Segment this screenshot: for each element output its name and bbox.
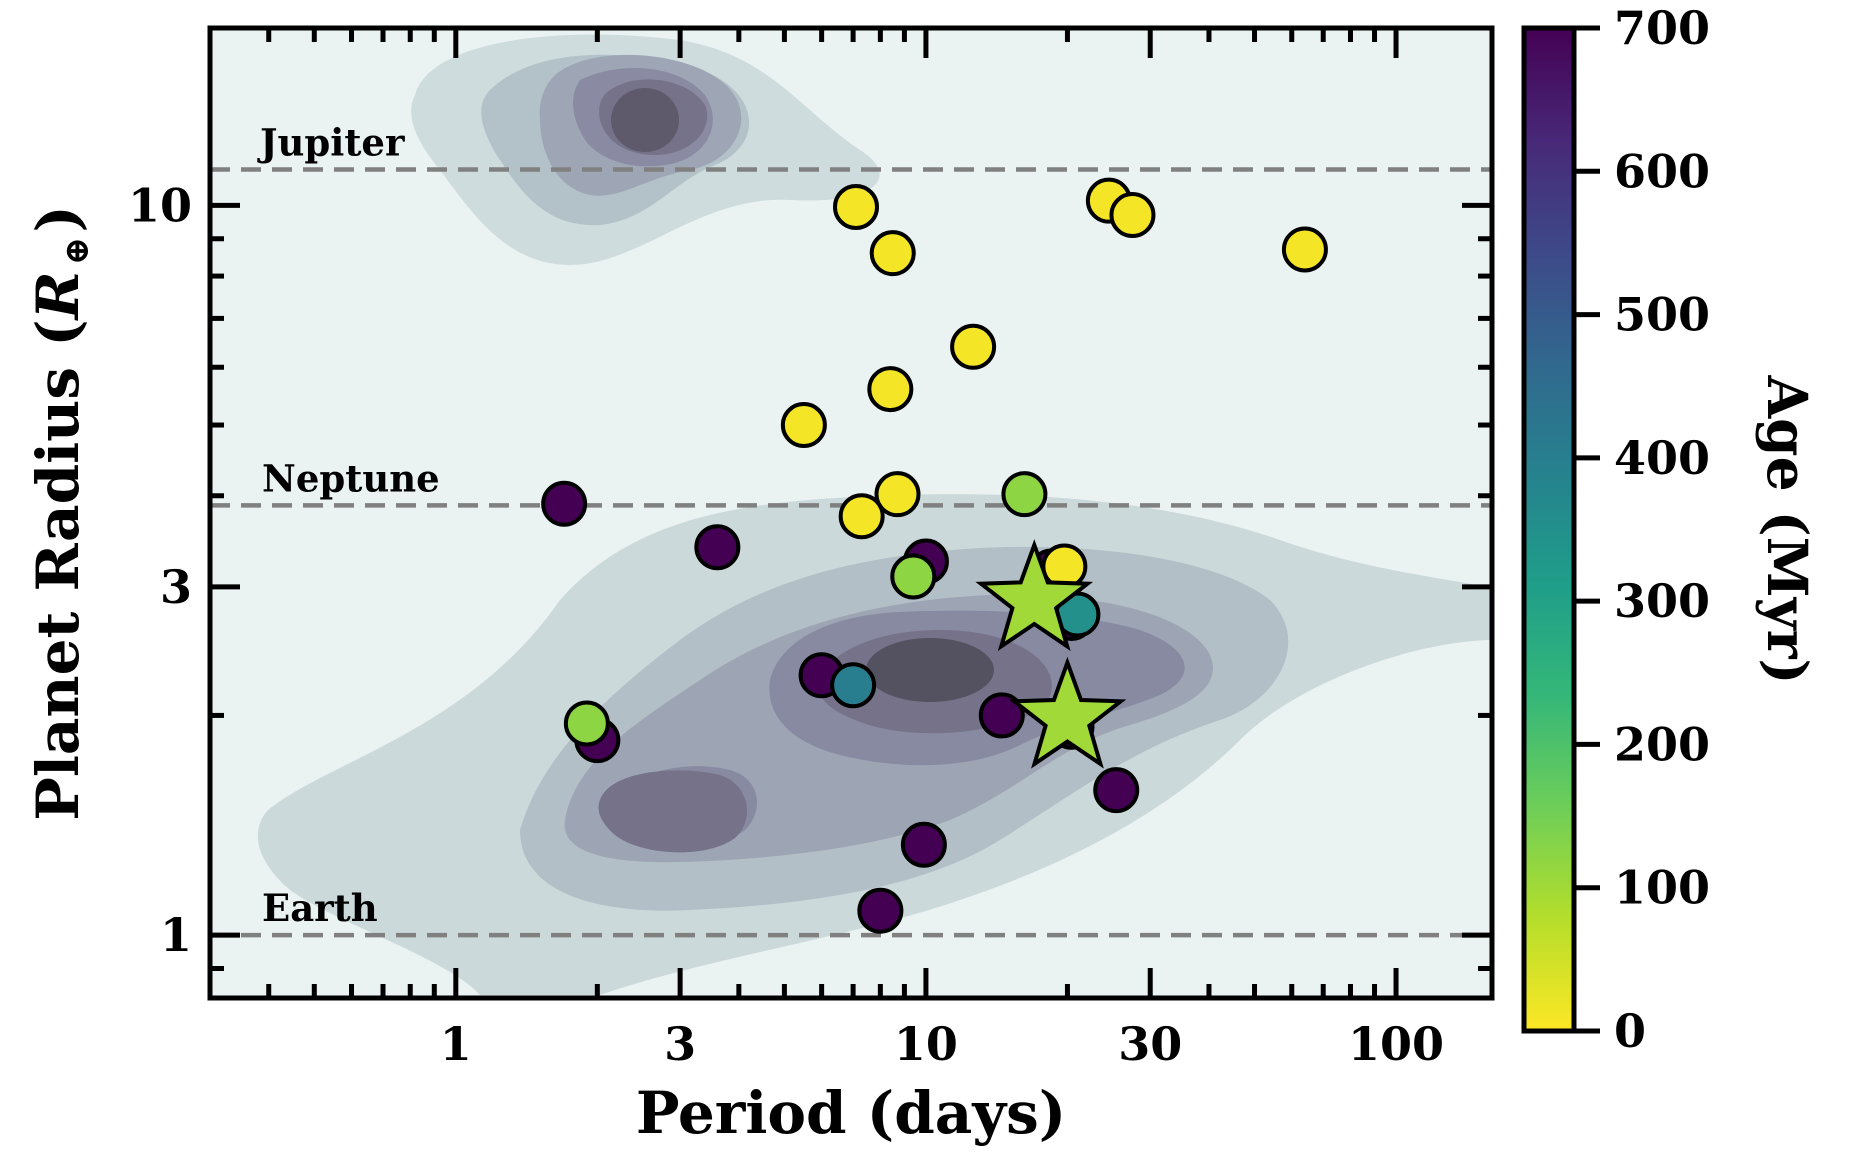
planet-point: [1093, 767, 1140, 814]
colorbar-tick-label: 200: [1614, 717, 1710, 771]
planet-point: [541, 480, 588, 527]
planet-point: [780, 402, 827, 449]
colorbar: 0 100 200 300 400 500 600 700 Age (Myr): [1521, 1, 1820, 1058]
planet-point: [867, 366, 914, 413]
colorbar-ticks: 0 100 200 300 400 500 600 700: [1574, 1, 1710, 1058]
planet-point: [1281, 226, 1328, 273]
tick-labels: 1 3 10 30 100 1 3 10: [128, 178, 1444, 1071]
planet-point: [869, 230, 916, 277]
colorbar-tick-label: 400: [1614, 431, 1710, 485]
x-tick-label: 10: [894, 1017, 958, 1071]
planet-point: [950, 323, 997, 370]
y-tick-label: 1: [160, 908, 192, 962]
planet-point: [1109, 192, 1156, 239]
colorbar-tick-label: 300: [1614, 574, 1710, 628]
y-axis-title: Planet Radius (R⊕): [24, 205, 97, 821]
planet-point: [890, 553, 937, 600]
planet-point: [900, 821, 947, 868]
colorbar-title: Age (Myr): [1755, 374, 1820, 684]
x-axis-title: Period (days): [636, 1079, 1066, 1147]
colorbar-tick-label: 500: [1614, 288, 1710, 342]
planet-point: [978, 692, 1025, 739]
ref-label-neptune: Neptune: [262, 456, 440, 500]
colorbar-tick-label: 700: [1614, 1, 1710, 55]
reference-lines: Jupiter Neptune Earth: [210, 120, 1492, 938]
plot-frame: [207, 25, 1495, 1001]
density-contours: [257, 34, 1492, 995]
planet-point: [694, 524, 741, 571]
colorbar-tick-label: 600: [1614, 144, 1710, 198]
colorbar-tick-label: 0: [1614, 1004, 1646, 1058]
planet-point: [830, 662, 877, 709]
planet-point: [838, 493, 885, 540]
planet-point: [833, 183, 880, 230]
colorbar-gradient: [1524, 28, 1574, 1031]
data-points: [541, 177, 1328, 934]
planet-point: [563, 700, 610, 747]
ref-label-jupiter: Jupiter: [257, 120, 405, 164]
colorbar-frame: [1521, 25, 1577, 1034]
ref-label-earth: Earth: [262, 886, 378, 930]
planet-point: [1001, 471, 1048, 518]
planet-point: [874, 471, 921, 518]
highlighted-planet-star: [1008, 656, 1127, 769]
x-tick-label: 30: [1118, 1017, 1182, 1071]
x-tick-label: 100: [1348, 1017, 1444, 1071]
x-tick-label: 3: [664, 1017, 696, 1071]
y-tick-label: 3: [160, 560, 192, 614]
colorbar-tick-label: 100: [1614, 861, 1710, 915]
x-tick-label: 1: [440, 1017, 472, 1071]
y-tick-label: 10: [128, 178, 192, 232]
planet-point: [857, 887, 904, 934]
highlighted-planet-star: [975, 539, 1094, 652]
